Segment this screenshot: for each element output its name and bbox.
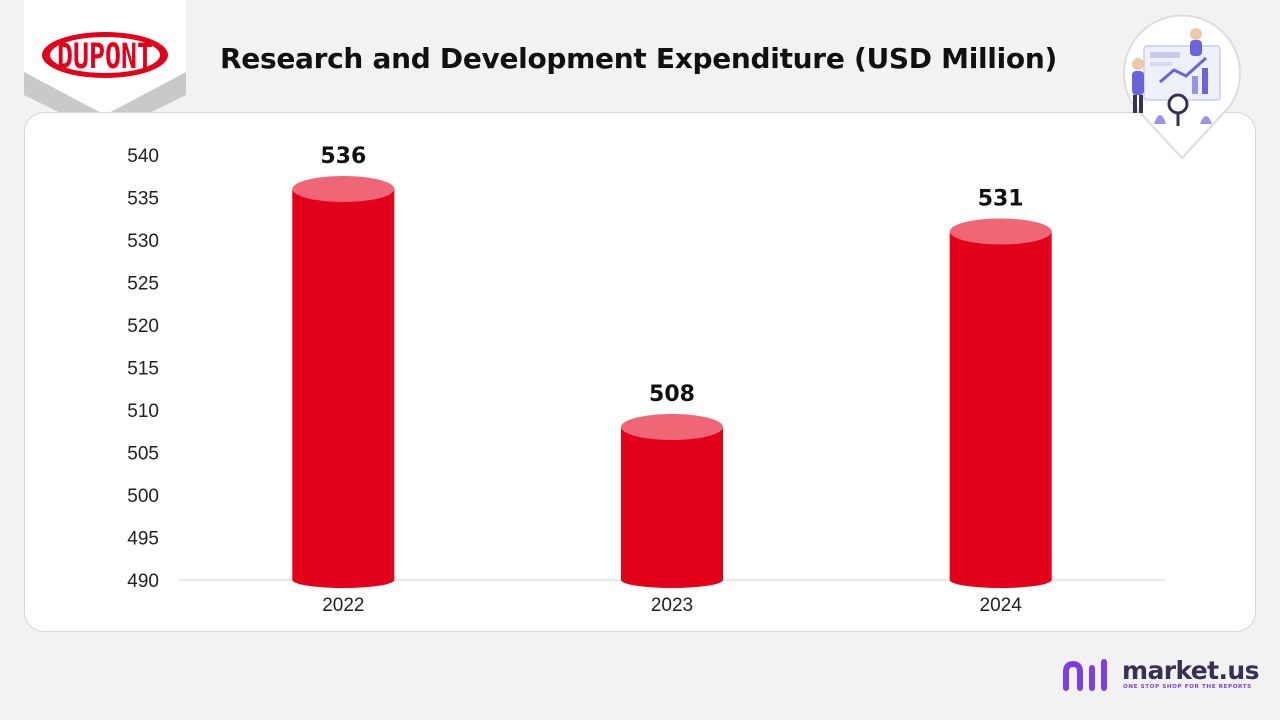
y-tick-label: 530 xyxy=(127,231,159,252)
chart-title: Research and Development Expenditure (US… xyxy=(220,42,1057,75)
y-tick-label: 535 xyxy=(127,189,159,210)
bar xyxy=(621,427,723,588)
y-tick-label: 495 xyxy=(127,529,159,550)
x-tick-label: 2024 xyxy=(980,595,1023,616)
bar-chart: 540 535 530 525 520 515 510 505 500 495 490 536 2022… xyxy=(127,144,1165,616)
data-label: 536 xyxy=(320,144,366,169)
y-tick-label: 515 xyxy=(127,359,159,380)
x-tick-label: 2023 xyxy=(651,595,693,616)
y-tick-label: 520 xyxy=(127,316,159,337)
y-tick-label: 510 xyxy=(127,401,159,422)
y-tick-label: 490 xyxy=(127,571,159,592)
chart-card: 540 535 530 525 520 515 510 505 500 495 490 536 2022… xyxy=(24,112,1256,632)
bar-top xyxy=(621,414,723,440)
logo-wordmark: DUPONT xyxy=(57,37,153,77)
data-label: 531 xyxy=(978,187,1024,212)
dupont-logo-icon: DUPONT xyxy=(24,0,186,135)
bar-top xyxy=(292,176,395,202)
bar-top xyxy=(949,218,1052,245)
dupont-logo-badge: DUPONT xyxy=(24,0,186,135)
bar xyxy=(292,189,395,588)
market-us-brand: market.us ONE STOP SHOP FOR THE REPORTS xyxy=(1062,656,1262,692)
brand-name: market.us xyxy=(1122,656,1259,685)
market-us-logo-icon xyxy=(1063,659,1107,691)
bar xyxy=(949,231,1052,588)
brand-tagline: ONE STOP SHOP FOR THE REPORTS xyxy=(1123,684,1252,690)
y-tick-label: 500 xyxy=(127,486,159,507)
y-tick-label: 505 xyxy=(127,444,159,465)
y-tick-label: 525 xyxy=(127,274,159,295)
data-label: 508 xyxy=(649,382,695,407)
data-analyst-illustration-icon xyxy=(1120,12,1244,160)
x-tick-label: 2022 xyxy=(322,595,364,616)
y-tick-label: 540 xyxy=(127,146,159,167)
